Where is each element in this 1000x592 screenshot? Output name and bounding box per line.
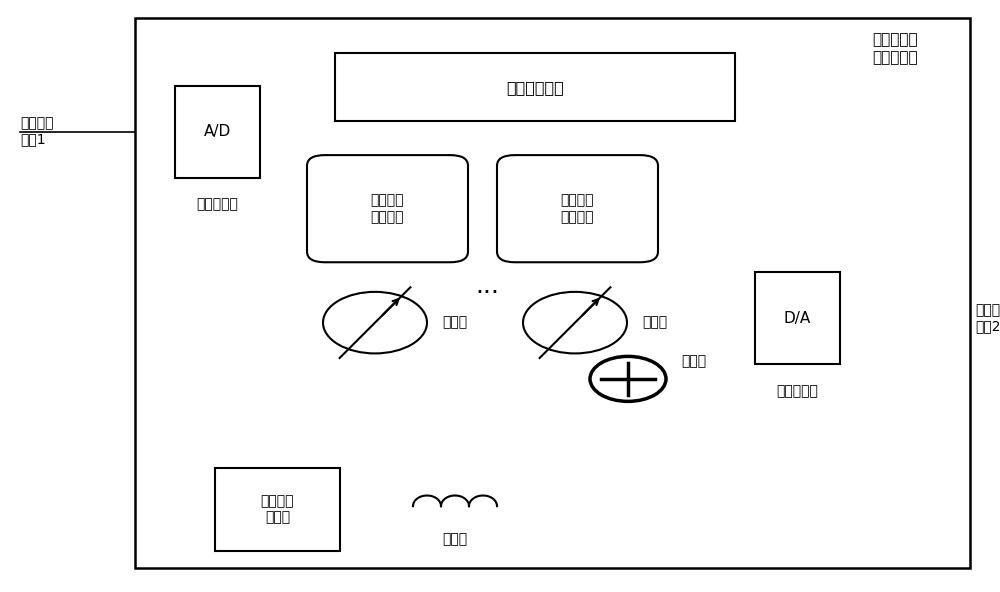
- Text: 数模变换器: 数模变换器: [777, 384, 818, 398]
- Text: D/A: D/A: [784, 311, 811, 326]
- Text: 衰落因子
叠加单元: 衰落因子 叠加单元: [371, 194, 404, 224]
- Text: 时延处理单元: 时延处理单元: [506, 80, 564, 95]
- FancyBboxPatch shape: [497, 155, 658, 262]
- Text: 相移器: 相移器: [642, 316, 667, 330]
- Text: A/D: A/D: [204, 124, 231, 139]
- Text: 相移器: 相移器: [442, 316, 467, 330]
- Text: ···: ···: [475, 281, 499, 305]
- Text: 衰减器: 衰减器: [442, 532, 468, 546]
- Text: 射频输出
端口2: 射频输出 端口2: [975, 303, 1000, 334]
- Text: 加法器: 加法器: [681, 354, 706, 368]
- FancyBboxPatch shape: [335, 53, 735, 121]
- Text: 射频输入
端口1: 射频输入 端口1: [20, 116, 54, 147]
- Text: 衰落因子
叠加单元: 衰落因子 叠加单元: [561, 194, 594, 224]
- FancyBboxPatch shape: [175, 86, 260, 178]
- FancyBboxPatch shape: [755, 272, 840, 364]
- FancyBboxPatch shape: [215, 468, 340, 551]
- Text: 多径衰落信
道模拟模块: 多径衰落信 道模拟模块: [872, 33, 918, 65]
- Text: 干扰信号
发生器: 干扰信号 发生器: [261, 494, 294, 525]
- FancyBboxPatch shape: [307, 155, 468, 262]
- Text: 模数变换器: 模数变换器: [197, 197, 238, 211]
- FancyBboxPatch shape: [135, 18, 970, 568]
